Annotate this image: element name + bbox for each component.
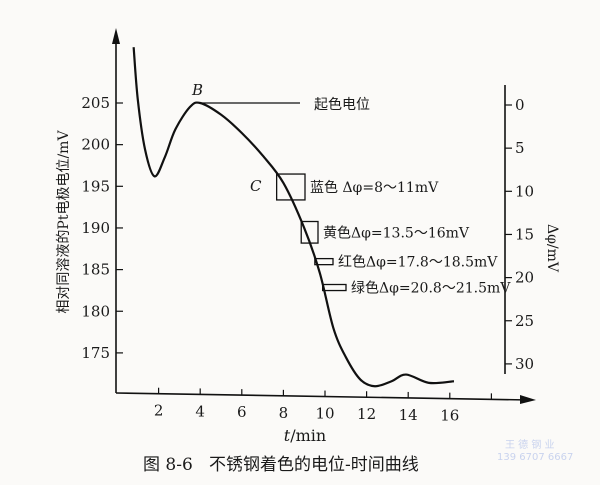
point-b-label: B — [191, 81, 203, 99]
x-axis-arrow-icon — [520, 395, 536, 404]
y2-tick-label: 20 — [515, 269, 534, 287]
x-axis-line — [115, 392, 531, 401]
start-potential-label: 起色电位 — [314, 96, 370, 113]
x-tick-label: 8 — [279, 404, 289, 422]
x-tick-label: 12 — [357, 405, 376, 423]
color-range-label: 绿色Δφ=20.8～21.5mV — [351, 280, 511, 297]
x-axis-unit: /min — [290, 426, 326, 445]
y-tick-label: 195 — [81, 177, 110, 195]
x-tick-label: 10 — [315, 405, 334, 423]
y2-tick-label: 5 — [515, 139, 525, 157]
figure-caption: 图 8-6 不锈钢着色的电位-时间曲线 — [143, 455, 419, 475]
watermark-line1: 王 德 钢 业 — [505, 438, 555, 451]
x-tick-label: 2 — [154, 402, 164, 420]
y-axis-label: 相对同溶液的Pt电极电位/mV — [56, 130, 72, 314]
y2-tick-label: 30 — [515, 355, 534, 373]
y-tick-label: 190 — [81, 219, 110, 237]
color-range-box — [300, 220, 319, 244]
x-tick-label: 14 — [399, 406, 418, 424]
y2-tick-label: 15 — [515, 225, 534, 243]
color-range-label: 黄色Δφ=13.5～16mV — [323, 224, 470, 241]
point-c-label: C — [250, 177, 262, 195]
y-tick-label: 180 — [81, 302, 110, 320]
potential-curve — [132, 47, 455, 388]
y-tick-label: 175 — [81, 344, 110, 362]
watermark-line2: 139 6707 6667 — [497, 452, 573, 463]
x-tick-label: 6 — [237, 403, 247, 421]
y-tick-label: 205 — [81, 94, 110, 112]
x-axis-label: t/min — [284, 426, 326, 445]
color-range-box — [321, 283, 347, 292]
x-axis-var: t — [284, 426, 291, 445]
y-tick-label: 185 — [81, 261, 110, 279]
color-range-box — [275, 173, 306, 201]
color-ranges: 蓝色 Δφ=8～11mV 黄色Δφ=13.5～16mV 红色Δφ=17.8～18.5… — [275, 173, 511, 297]
color-range-label: 蓝色 Δφ=8～11mV — [310, 179, 439, 196]
y2-tick-label: 25 — [515, 312, 534, 330]
ticks: 2 4 6 8 10 12 14 16 175 180 185 190 195 200 205 0 5 10 15 2… — [81, 94, 534, 425]
color-range-label: 红色Δφ=17.8～18.5mV — [338, 254, 498, 271]
y2-axis-label: Δφ/mV — [544, 224, 560, 273]
y-axis-arrow-icon — [112, 28, 120, 44]
axes — [112, 28, 536, 404]
x-tick-label: 4 — [195, 402, 205, 420]
color-range-box — [314, 257, 334, 266]
x-tick-label: 16 — [440, 407, 459, 425]
y2-tick-label: 0 — [515, 96, 525, 114]
y2-tick-label: 10 — [515, 182, 534, 200]
y-tick-label: 200 — [81, 136, 110, 154]
